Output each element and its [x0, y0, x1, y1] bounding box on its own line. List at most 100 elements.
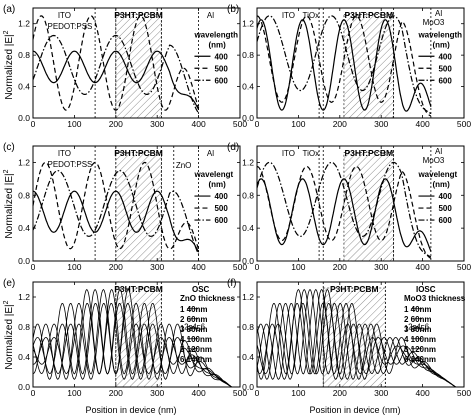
x-tick-label: 100: [67, 388, 81, 398]
layer-label-ito: ITO: [282, 149, 295, 158]
y-axis-label-e: Normalized |E|2: [3, 300, 15, 369]
active-layer-region: [115, 13, 162, 119]
y-tick-label: 1.2: [242, 19, 254, 29]
x-axis-label-e: Position in device (nm): [85, 405, 176, 415]
layer-label-zno: ZnO: [176, 161, 192, 170]
layer-label-al: Al: [435, 9, 442, 18]
y-tick-label: 1.2: [18, 19, 30, 29]
layer-label-ito: ITO: [58, 11, 71, 20]
legend-entry-500: 500: [214, 204, 228, 213]
series-line-6: [32, 288, 232, 388]
series-line-500: [256, 15, 432, 117]
y-tick-label: 0.0: [242, 382, 254, 392]
legend-entry-600: 600: [438, 76, 452, 85]
x-tick-label: 400: [192, 119, 206, 129]
x-tick-label: 200: [109, 119, 123, 129]
x-tick-label: 300: [150, 262, 164, 272]
legend-entry-5: 5 120nm: [180, 345, 212, 354]
x-tick-label: 200: [109, 262, 123, 272]
layer-label-moo3: MoO3: [423, 156, 445, 165]
panel-label: (e): [3, 278, 15, 289]
y-tick-label: 1.2: [242, 292, 254, 302]
y-axis-label-c: Normalized |E|2: [3, 169, 15, 238]
layer-label-moo3: MoO3: [423, 18, 445, 27]
x-tick-label: 300: [374, 388, 388, 398]
x-tick-label: 0: [31, 262, 36, 272]
layer-label-ito: ITO: [282, 11, 295, 20]
curve-marker-3: 3: [412, 324, 417, 333]
x-tick-label: 400: [416, 388, 430, 398]
legend-subtitle: (nm): [432, 180, 450, 189]
x-tick-label: 0: [255, 119, 260, 129]
legend-subtitle: ZnO thickness: [180, 294, 236, 303]
x-tick-label: 500: [457, 262, 471, 272]
legend-title: wavelengt: [193, 170, 233, 179]
legend-title: wavelength: [193, 30, 238, 39]
active-layer-region: [343, 152, 394, 262]
curve-marker-2: 2: [184, 322, 189, 331]
layer-label-pedot: PEDOT:PSS: [47, 22, 92, 31]
series-line-400: [256, 178, 432, 252]
y-tick-label: 1.2: [18, 292, 30, 302]
legend-subtitle: (nm): [208, 180, 226, 189]
curve-marker-4: 4: [416, 322, 421, 331]
x-tick-label: 200: [333, 388, 347, 398]
legend-subtitle: MoO3 thickness: [404, 294, 466, 303]
curve-marker-1: 1: [404, 324, 409, 333]
y-tick-label: 0.8: [18, 50, 30, 60]
curve-marker-6: 6: [425, 322, 430, 331]
panel-label: (b): [227, 4, 239, 15]
legend-entry-2: 2 60nm: [404, 315, 432, 324]
x-tick-label: 100: [291, 388, 305, 398]
panel-a: 0 100 200 300 400 500 0.0 0.4 0.8 1.2(a) P3HT:PCBM…: [3, 4, 247, 129]
x-tick-label: 200: [333, 119, 347, 129]
series-line-600: [256, 15, 432, 115]
legend-entry-2: 2 60nm: [180, 315, 208, 324]
legend-entry-600: 600: [438, 216, 452, 225]
y-tick-label: 1.2: [242, 157, 254, 167]
y-tick-label: 0.4: [18, 352, 30, 362]
legend-title: IOSC: [416, 285, 436, 294]
series-line-500: [32, 161, 200, 250]
y-tick-label: 1.2: [18, 157, 30, 167]
legend-title: wavelengt: [417, 170, 457, 179]
x-tick-label: 300: [150, 388, 164, 398]
legend-entry-500: 500: [438, 204, 452, 213]
y-tick-label: 0.0: [18, 113, 30, 123]
legend-entry-6: 6 140nm: [180, 355, 212, 364]
x-tick-label: 500: [233, 119, 247, 129]
panel-e: 0 100 200 300 400 500 0.0 0.4 0.8 1.2(e) P3HT:PCBM…: [3, 278, 247, 398]
layer-label-pedot: PEDOT:PSS: [47, 160, 92, 169]
curve-marker-4: 4: [192, 322, 197, 331]
series-line-1: [256, 288, 456, 388]
legend-entry-400: 400: [214, 52, 228, 61]
legend-entry-3: 3 80nm: [180, 325, 208, 334]
x-tick-label: 100: [291, 119, 305, 129]
series-line-600: [32, 34, 200, 114]
y-axis-label-a: Normalized |E|2: [3, 30, 15, 99]
layer-label-al: Al: [207, 11, 214, 20]
plot-frame: [256, 145, 465, 262]
y-tick-label: 0.4: [18, 82, 30, 92]
series-line-6: [256, 288, 456, 388]
x-tick-label: 100: [291, 262, 305, 272]
legend-entry-600: 600: [214, 216, 228, 225]
region-label: P3HT:PCBM: [330, 284, 379, 294]
layer-label-tiox: TiOx: [303, 11, 320, 20]
x-tick-label: 300: [150, 119, 164, 129]
x-tick-label: 400: [416, 262, 430, 272]
y-tick-label: 0.8: [242, 190, 254, 200]
curve-marker-6: 6: [201, 322, 206, 331]
curve-marker-3: 3: [188, 324, 193, 333]
legend-subtitle: (nm): [208, 40, 226, 49]
x-tick-label: 500: [233, 388, 247, 398]
legend-entry-400: 400: [214, 192, 228, 201]
region-label: P3HT:PCBM: [344, 148, 393, 158]
x-tick-label: 100: [67, 262, 81, 272]
layer-label-al: Al: [207, 149, 214, 158]
panel-label: (d): [227, 142, 239, 153]
panel-label: (f): [227, 278, 236, 289]
